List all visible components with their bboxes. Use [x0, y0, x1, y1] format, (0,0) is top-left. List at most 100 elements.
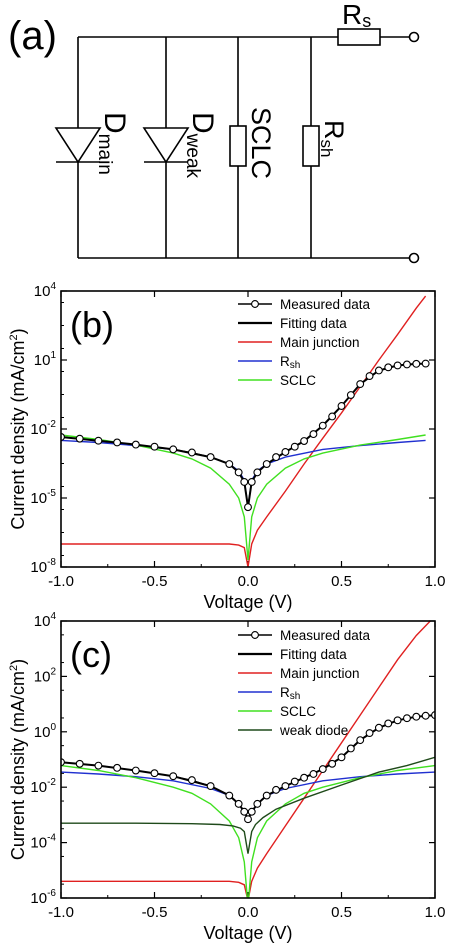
data-point-measured-data: [384, 363, 393, 372]
data-point-measured-data: [94, 761, 103, 770]
data-point-measured-data: [290, 777, 299, 786]
y-tick-label: 101: [34, 350, 57, 369]
data-point-measured-data: [412, 359, 421, 368]
y-tick-label: 104: [34, 611, 57, 630]
legend-label: Measured data: [280, 297, 371, 312]
x-tick-label: 0.0: [238, 904, 259, 921]
data-point-measured-data: [403, 360, 411, 369]
y-tick-label: 102: [34, 666, 57, 685]
data-point-measured-data: [262, 791, 271, 800]
data-point-measured-data: [150, 442, 159, 451]
data-point-measured-data: [300, 773, 309, 782]
dweak-diode-triangle: [142, 127, 190, 164]
data-point-measured-data: [206, 782, 215, 791]
data-point-measured-data: [421, 711, 430, 720]
data-point-measured-data: [240, 807, 249, 816]
data-point-measured-data: [225, 460, 234, 468]
data-point-measured-data: [169, 445, 178, 454]
series-weak-diode: [61, 756, 435, 854]
y-axis-label: Current density (mA/cm2): [8, 659, 28, 860]
data-point-measured-data: [337, 753, 346, 762]
x-axis-label: Voltage (V): [203, 923, 292, 943]
legend-label: Rsh: [280, 354, 300, 371]
data-point-measured-data: [244, 815, 252, 824]
data-point-measured-data: [309, 770, 318, 778]
data-point-measured-data: [75, 759, 84, 768]
chart-b: -1.0 -0.5 0.0 0.5 1.0 10-8 10-5 10-2 101 104 Measu…: [8, 281, 445, 612]
top-terminal: [408, 31, 420, 43]
dweak-label: Dweak: [182, 112, 219, 179]
data-point-measured-data: [318, 765, 327, 774]
legend-label: weak diode: [279, 723, 348, 738]
data-point-measured-data: [328, 412, 337, 421]
data-point-measured-data: [272, 453, 280, 462]
y-tick-label: 100: [34, 722, 57, 741]
data-point-measured-data: [356, 380, 365, 389]
svg-text:Dmain: Dmain: [94, 112, 131, 175]
data-point-measured-data: [244, 503, 252, 512]
x-tick-label: 1.0: [425, 904, 446, 921]
data-point-measured-data: [150, 769, 159, 778]
panel-a-label: (a): [8, 14, 57, 58]
sclc-label: SCLC: [246, 107, 276, 179]
data-point-measured-data: [131, 440, 140, 449]
data-point-measured-data: [328, 759, 337, 768]
data-point-measured-data: [346, 744, 355, 753]
legend-label: SCLC: [280, 373, 316, 388]
data-point-measured-data: [187, 776, 196, 785]
x-tick-label: -1.0: [48, 573, 74, 590]
plot-area: [61, 621, 435, 898]
data-point-measured-data: [403, 714, 411, 723]
data-point-measured-data: [374, 723, 383, 732]
data-point-measured-data: [234, 468, 243, 477]
data-point-measured-data: [318, 421, 327, 430]
data-point-measured-data: [247, 807, 256, 816]
data-point-measured-data: [262, 460, 271, 468]
legend-label: SCLC: [280, 704, 316, 719]
x-tick-label: 0.5: [331, 573, 352, 590]
data-point-measured-data: [300, 437, 309, 445]
data-point-measured-data: [421, 359, 430, 368]
legend-label: Measured data: [280, 628, 371, 643]
legend-label: Rsh: [280, 685, 300, 702]
data-point-measured-data: [75, 434, 84, 443]
data-point-measured-data: [61, 433, 65, 441]
plot-area: [61, 295, 430, 567]
data-point-measured-data: [309, 430, 318, 439]
data-point-measured-data: [356, 736, 365, 745]
y-axis-label: Current density (mA/cm2): [8, 328, 28, 529]
legend-marker: [251, 300, 259, 308]
rs-label: Rs: [342, 0, 371, 31]
data-point-measured-data: [253, 799, 262, 808]
x-tick-label: 0.5: [331, 904, 352, 921]
data-point-measured-data: [247, 477, 256, 486]
legend-label: Main junction: [280, 666, 360, 681]
panel-label: (b): [70, 304, 114, 345]
chart-c: -1.0 -0.5 0.0 0.5 1.0 10-6 10-4 10-2 100 102 104 Me…: [8, 611, 445, 943]
x-tick-label: 1.0: [425, 573, 446, 590]
svg-text:Rsh: Rsh: [317, 120, 349, 157]
legend-marker: [251, 631, 259, 639]
y-tick-label: 10-2: [30, 777, 56, 796]
y-tick-label: 104: [34, 281, 57, 300]
data-point-measured-data: [272, 785, 280, 794]
data-point-measured-data: [94, 436, 103, 445]
dmain-label: Dmain: [94, 112, 131, 175]
plot-frame: [60, 620, 436, 899]
data-point-measured-data: [281, 782, 290, 791]
plot-frame: [60, 290, 436, 568]
data-point-measured-data: [384, 719, 393, 728]
legend-label: Fitting data: [280, 316, 347, 331]
data-point-measured-data: [281, 448, 290, 456]
series-measured-data-line: [61, 714, 435, 821]
data-point-measured-data: [113, 763, 122, 772]
rs-resistor: [337, 28, 381, 46]
data-point-measured-data: [346, 391, 355, 399]
data-point-measured-data: [393, 361, 402, 370]
x-tick-label: -1.0: [48, 904, 74, 921]
series-main-junction: [61, 295, 427, 567]
data-point-measured-data: [131, 766, 140, 775]
y-tick-label: 10-4: [30, 833, 56, 852]
data-point-measured-data: [61, 758, 65, 767]
